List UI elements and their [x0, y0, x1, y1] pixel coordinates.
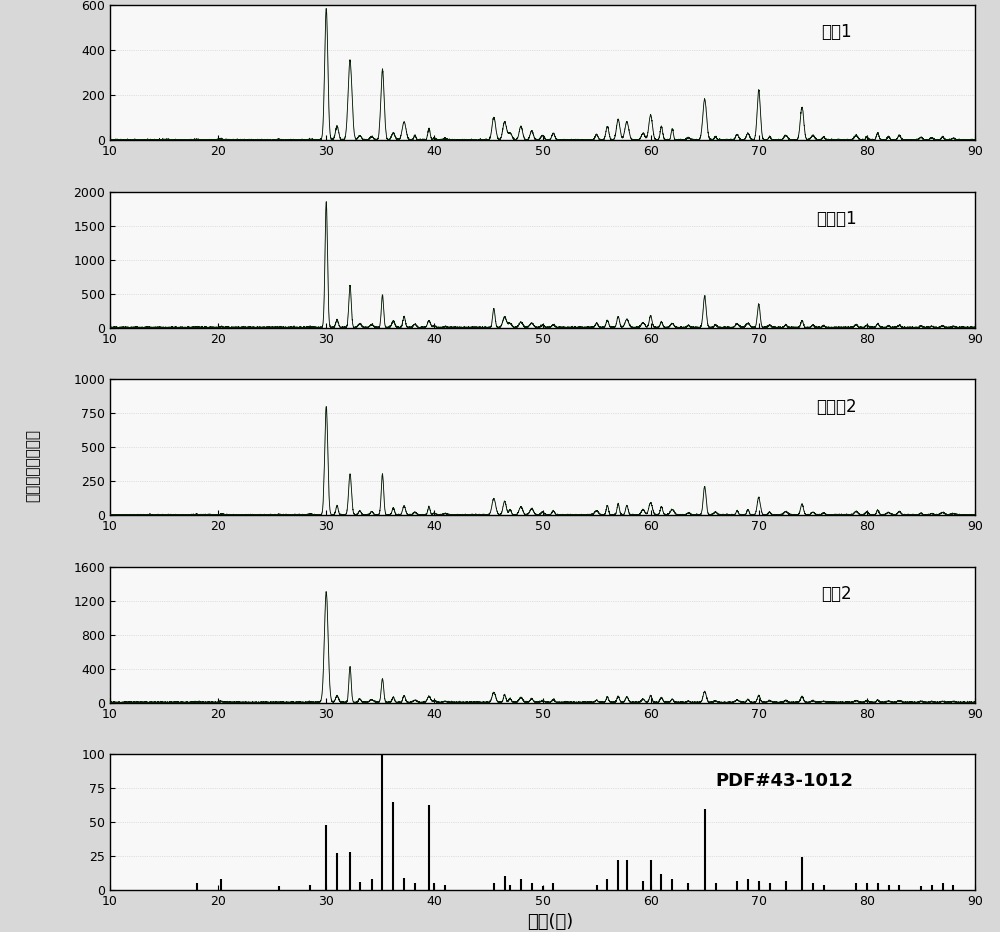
Text: 实施兣2: 实施兣2	[816, 398, 857, 416]
Text: 对比2: 对比2	[821, 585, 852, 603]
Text: 对比1: 对比1	[821, 22, 852, 41]
Text: PDF#43-1012: PDF#43-1012	[716, 773, 854, 790]
Text: 强度（任意单位）: 强度（任意单位）	[25, 430, 40, 502]
Text: 角度(度): 角度(度)	[527, 913, 573, 931]
Text: 实施兣1: 实施兣1	[816, 211, 857, 228]
